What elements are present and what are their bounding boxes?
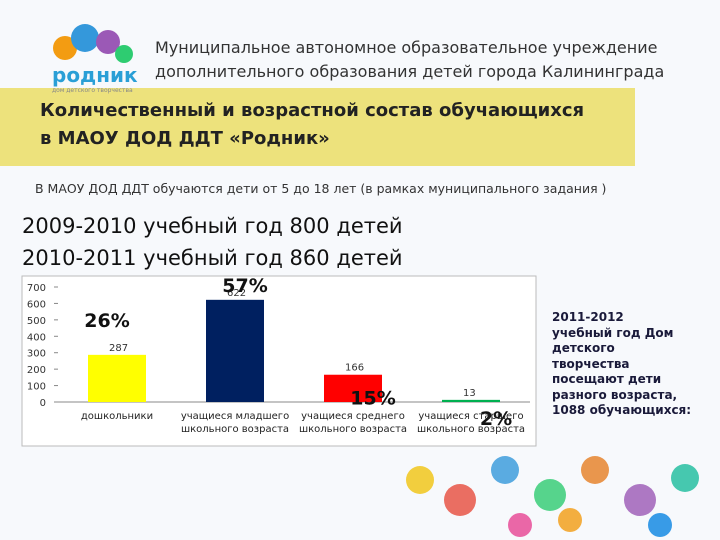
x-tick-label: дошкольники <box>80 411 154 422</box>
bar <box>442 399 500 402</box>
side-note-line: 1088 обучающихся: <box>552 403 692 417</box>
bar <box>206 299 264 402</box>
title-line: в МАОУ ДОД ДДТ «Родник» <box>40 128 330 149</box>
header-line: Муниципальное автономное образовательное… <box>155 38 658 57</box>
year-line: 2010-2011 учебный год 860 детей <box>22 246 403 270</box>
share-label: 26% <box>84 310 129 332</box>
subtitle: В МАОУ ДОД ДДТ обучаются дети от 5 до 18… <box>35 181 607 196</box>
value-label: 287 <box>109 343 128 354</box>
logo-tagline: дом детского творчества <box>52 87 133 94</box>
x-tick-label: учащиеся среднего школьного возраста <box>298 411 408 435</box>
logo-name: родник <box>52 63 138 87</box>
title-line: Количественный и возрастной состав обуча… <box>40 100 585 121</box>
side-note-line: учебный год Дом <box>552 325 674 340</box>
y-tick-label: 700 <box>27 283 46 294</box>
side-note-line: творчества <box>552 356 630 371</box>
side-note-line: 2011-2012 <box>552 310 624 324</box>
header-line: дополнительного образования детей города… <box>155 62 665 81</box>
y-tick-label: 0 <box>40 398 46 409</box>
y-tick-label: 500 <box>27 316 46 327</box>
x-tick-label: учащиеся младшего школьного возраста <box>180 411 290 435</box>
year-line: 2009-2010 учебный год 800 детей <box>22 214 403 238</box>
value-label: 13 <box>463 388 476 399</box>
value-label: 622 <box>227 288 246 299</box>
x-tick-label: учащиеся старшего школьного возраста <box>416 411 526 435</box>
side-note: 2011-2012 учебный год Дом детского творчест… <box>552 310 691 419</box>
y-tick-label: 300 <box>27 349 46 360</box>
share-label: 57% <box>222 275 267 297</box>
y-tick-label: 600 <box>27 299 46 310</box>
side-note-line: разного возраста, <box>552 387 678 402</box>
value-label: 166 <box>345 363 364 374</box>
share-label: 15% <box>350 388 395 410</box>
y-tick-label: 200 <box>27 365 46 376</box>
bar <box>88 354 146 402</box>
y-tick-label: 100 <box>27 382 46 393</box>
side-note-line: детского <box>552 341 615 355</box>
y-tick-label: 400 <box>27 332 46 343</box>
bar <box>324 374 382 402</box>
side-note-line: посещают дети <box>552 372 662 386</box>
share-label: 2% <box>480 408 512 430</box>
